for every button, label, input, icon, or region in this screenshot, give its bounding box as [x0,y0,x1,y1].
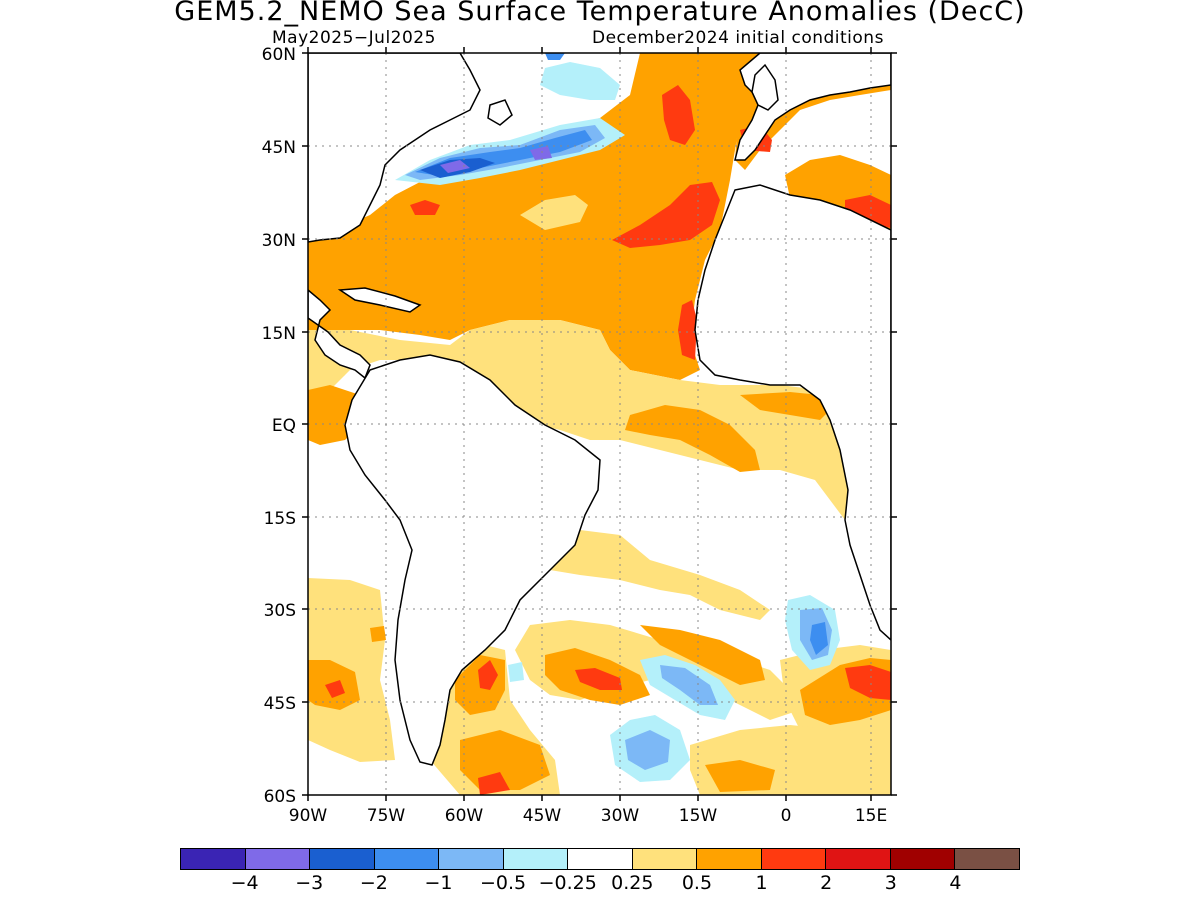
gulf-stream-cold-anomaly-peak-2 [530,146,552,160]
drake-passage-strong-warm [478,772,510,795]
color-legend-label: 0.5 [681,872,713,894]
longitude-label: 15E [855,806,887,826]
north-cold-anomaly [540,62,620,100]
color-legend-label: 0.25 [611,872,654,894]
equatorial-warm-tongue [625,405,760,472]
color-legend-swatch [245,849,311,869]
light-warm-band-30n [520,195,588,230]
cuba-land [337,287,422,313]
longitude-label: 45W [523,806,562,826]
north-cold-anomaly-core [545,53,565,60]
warm-patch-midatlantic [612,182,720,248]
latitude-label: 15S [264,509,296,529]
pacific-coast-light-warm [308,350,345,385]
color-legend-swatch [439,849,504,869]
longitude-label: 15W [679,806,718,826]
longitude-label: 60W [445,806,484,826]
color-legend-label: 4 [949,872,962,894]
longitude-label: 90W [289,806,328,826]
color-legend [180,848,1020,870]
south-atlantic-cold-1-core [660,665,718,705]
gulf-stream-cold-anomaly-peak [440,160,470,173]
southwest-pacific-strong-warm [325,680,345,698]
latitude-label: EQ [272,416,296,436]
latitude-label: 15N [262,324,296,344]
drake-passage-warm [460,730,550,790]
axis-ticks [302,47,897,801]
warm-patch-west-africa [678,300,697,360]
argentine-cold-spot [508,662,524,682]
warm-patch-northeast [662,85,695,145]
color-legend-swatch [568,849,633,869]
caribbean-warm-anomaly [308,235,380,300]
south-atlantic-warm-2 [640,625,765,685]
warm-patch-mediterranean [845,195,891,228]
land-masses [308,53,891,766]
longitude-label: 30W [601,806,640,826]
color-legend-label: −1 [424,872,453,894]
color-legend-label: −0.25 [538,872,597,894]
latitude-label: 60N [262,45,296,65]
south-atlantic-cold-2-core [625,730,670,770]
southwest-pacific-light-warm [308,578,395,762]
latitude-label: 30S [264,601,296,621]
south-america-land [344,354,601,766]
color-legend-swatch [632,849,698,869]
britain-land [751,63,779,111]
color-legend-swatch [374,849,440,869]
color-legend-swatch [697,849,762,869]
color-legend-swatch [826,849,891,869]
color-legend-label: −0.5 [479,872,527,894]
africa-land [694,184,891,642]
newfoundland-land [487,99,513,126]
color-legend-label: 3 [884,872,897,894]
south-atlantic-light-warm-1 [540,530,770,620]
southeast-atlantic-strong-warm [845,665,891,700]
color-legend-swatch [503,849,569,869]
map-title: GEM5.2_NEMO Sea Surface Temperature Anom… [174,0,1026,27]
argentine-shelf-strong-warm [478,660,498,690]
color-legend-swatch [890,849,956,869]
southern-ocean-warm [705,760,775,792]
anomaly-fields [308,53,891,795]
longitude-label: 75W [367,806,406,826]
longitude-labels: 90W 75W 60W 45W 30W 15W 0 15E [289,806,887,826]
latitude-labels: 60N 45N 30N 15N EQ 15S 30S 45S 60S [262,45,296,807]
south-atlantic-strong-warm-1 [575,668,622,690]
color-legend-label: 2 [820,872,833,894]
color-legend-swatch [955,849,1019,869]
color-legend-label: 1 [755,872,768,894]
color-legend-swatch [181,849,246,869]
longitude-label: 0 [781,806,792,826]
gulf-of-guinea-warm-anomaly [740,392,830,420]
color-legend-label: −4 [230,872,259,894]
central-america-land [308,289,371,380]
benguela-cold-anomaly-core [810,622,828,655]
tropical-light-warm-anomaly [308,320,850,520]
warm-patch-gulfstream [410,200,440,215]
color-legend-swatch [761,849,827,869]
forecast-period: May2025−Jul2025 [272,28,436,48]
initial-conditions-label: December2024 initial conditions [592,28,884,48]
color-legend-label: −3 [295,872,324,894]
latitude-label: 60S [264,787,296,807]
latitude-label: 45S [264,694,296,714]
color-legend-label: −2 [359,872,388,894]
south-pacific-warm-spot [370,626,386,642]
color-legend-swatch [310,849,375,869]
map-grid [308,53,891,795]
latitude-label: 30N [262,231,296,251]
latitude-label: 45N [262,138,296,158]
north-america-land [308,53,481,243]
